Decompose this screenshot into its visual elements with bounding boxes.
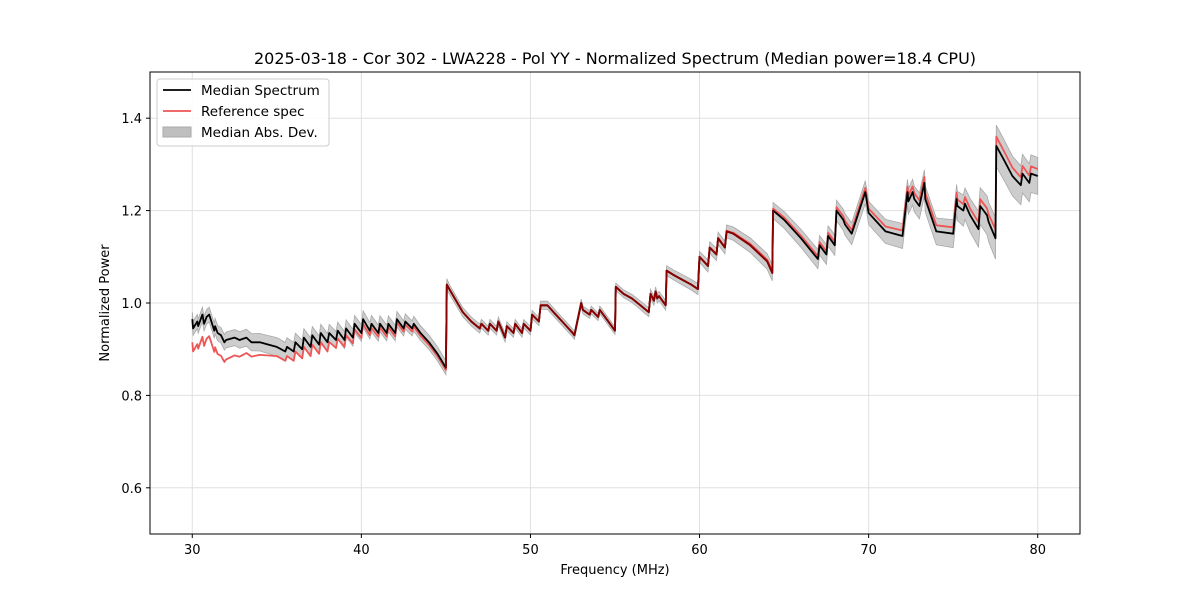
y-axis: 0.6 0.8 1.0 1.2 1.4	[121, 112, 150, 497]
legend: Median Spectrum Reference spec Median Ab…	[156, 78, 330, 147]
series-lines-layer	[191, 135, 1039, 371]
legend-box	[156, 78, 330, 147]
mad-band-layer	[191, 125, 1039, 376]
x-tick-label: 30	[184, 543, 201, 558]
chart-title: 2025-03-18 - Cor 302 - LWA228 - Pol YY -…	[254, 49, 976, 68]
x-tick-label: 40	[353, 543, 370, 558]
x-tick-label: 70	[860, 543, 877, 558]
y-tick-label: 0.6	[121, 482, 142, 497]
x-axis-label: Frequency (MHz)	[560, 563, 669, 578]
y-axis-label: Normalized Power	[98, 244, 113, 362]
x-tick-label: 60	[691, 543, 708, 558]
legend-item-median: Median Spectrum	[201, 83, 320, 99]
x-tick-label: 50	[522, 543, 539, 558]
y-tick-label: 1.4	[121, 112, 142, 127]
legend-item-reference: Reference spec	[201, 104, 305, 120]
y-tick-label: 1.0	[121, 297, 142, 312]
overlap-spectrum-line	[445, 210, 774, 368]
legend-item-mad: Median Abs. Dev.	[201, 125, 318, 141]
x-axis: 30 40 50 60 70 80	[184, 534, 1046, 558]
y-tick-label: 0.8	[121, 389, 142, 404]
x-tick-label: 80	[1029, 543, 1046, 558]
mad-band	[191, 125, 1039, 376]
y-tick-label: 1.2	[121, 205, 142, 220]
legend-mad-patch-icon	[162, 126, 192, 138]
